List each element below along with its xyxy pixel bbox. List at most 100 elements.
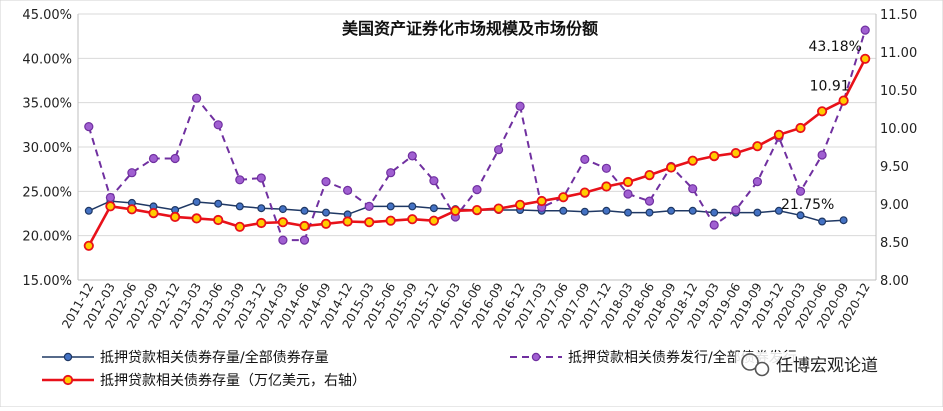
series-1-point (580, 154, 590, 164)
series-0-point (839, 216, 848, 225)
series-1-point (235, 175, 245, 185)
series-2-point (428, 215, 439, 226)
series-2-point (299, 220, 310, 232)
series-1-point (688, 184, 698, 194)
data-label: 43.18% (809, 39, 862, 55)
series-2-point (536, 195, 547, 207)
series-1-point (299, 235, 310, 245)
y-left-tick-label: 30.00% (22, 141, 72, 156)
series-1-point (623, 189, 633, 199)
watermark-text: 任博宏观论道 (776, 356, 878, 376)
series-2-point (773, 129, 785, 140)
series-1-point (386, 168, 396, 178)
series-0-point (322, 208, 331, 217)
series-2-point (385, 215, 396, 226)
data-label: 10.91 (810, 79, 850, 95)
series-1-point (601, 163, 612, 173)
y-right-tick-label: 8.50 (880, 236, 909, 251)
y-right-tick-label: 10.50 (880, 84, 917, 99)
y-right-tick-label: 10.00 (880, 122, 917, 137)
series-1-point (817, 150, 827, 160)
series-2-point (752, 141, 763, 152)
legend-label-series-2: 抵押贷款相关债券存量（万亿美元，右轴） (100, 373, 366, 389)
series-2-point (579, 187, 590, 198)
series-1-point (364, 201, 374, 211)
series-0-point (192, 198, 201, 207)
series-0-point (667, 206, 676, 215)
series-1-point (213, 120, 223, 130)
series-2-point (191, 213, 202, 224)
series-2-point (514, 199, 526, 210)
series-2-point (622, 176, 634, 188)
series-2-point (213, 214, 224, 226)
series-2-point (838, 95, 849, 106)
series-2-point (601, 181, 612, 192)
series-1-point (192, 93, 202, 103)
series-2-point (730, 148, 741, 159)
series-2-point (795, 122, 806, 134)
series-1-point (472, 185, 482, 195)
series-1-point (429, 176, 439, 186)
y-right-tick-label: 9.00 (880, 198, 909, 213)
series-0-point (300, 206, 309, 215)
series-1-point (731, 205, 741, 215)
series-0-point (580, 207, 589, 216)
y-left-tick-label: 35.00% (22, 97, 72, 112)
y-left-tick-label: 15.00% (22, 274, 72, 289)
series-0-point (774, 206, 783, 215)
series-1-point (709, 220, 719, 230)
series-2-point (256, 217, 267, 229)
chart-title: 美国资产证券化市场规模及市场份额 (342, 19, 598, 38)
legend-marker-series-2 (62, 374, 74, 386)
series-1-point (84, 121, 94, 132)
series-1-point (278, 235, 288, 245)
series-2-point (364, 217, 375, 228)
series-2-point (342, 216, 353, 227)
y-right-tick-label: 11.00 (880, 46, 917, 61)
data-label: 21.75% (781, 197, 834, 213)
series-1-point (170, 153, 180, 164)
series-0-point (386, 202, 395, 211)
series-2-point (320, 218, 332, 229)
y-axis-right: 8.00 8.50 9.00 9.50 10.00 10.50 11.00 11.50 (875, 8, 917, 289)
series-0-point (623, 208, 632, 217)
series-0-point (796, 211, 805, 220)
series-2-point (277, 217, 288, 228)
series-group (83, 25, 871, 251)
series-1-point (148, 153, 159, 164)
wechat-icon-small (754, 361, 770, 377)
series-0-point (645, 208, 654, 217)
series-2-point (83, 240, 94, 251)
series-1-point (256, 173, 266, 183)
series-0-point (429, 204, 438, 213)
series-2-point (234, 221, 245, 232)
series-0-point (559, 206, 568, 215)
series-2-point (407, 214, 418, 225)
series-0-point (235, 202, 244, 211)
y-right-tick-label: 11.50 (880, 8, 917, 23)
series-0-point (710, 208, 719, 217)
series-2-point (126, 204, 137, 215)
series-2-point (558, 192, 569, 203)
series-2-point (644, 170, 655, 181)
series-1-point (515, 101, 525, 111)
series-0-point (84, 206, 93, 215)
series-2-point (170, 211, 181, 222)
series-0-point (688, 206, 697, 215)
y-left-tick-label: 20.00% (22, 230, 72, 245)
series-1-point (127, 168, 137, 178)
y-right-tick-label: 9.50 (880, 160, 909, 175)
wechat-icon (741, 353, 759, 371)
series-1-point (860, 25, 870, 35)
series-0-point (602, 206, 611, 215)
y-axis-left: 15.00% 20.00% 25.00% 30.00% 35.00% 40.00% 45.0… (22, 8, 79, 289)
series-2-point (148, 208, 159, 219)
series-1-point (494, 145, 504, 155)
series-0-point (257, 204, 266, 213)
legend-marker-series-1 (531, 352, 541, 362)
data-labels: 43.18% 21.75% 10.91 (781, 39, 862, 213)
series-1-point (644, 196, 655, 206)
series-2-point (450, 205, 461, 216)
